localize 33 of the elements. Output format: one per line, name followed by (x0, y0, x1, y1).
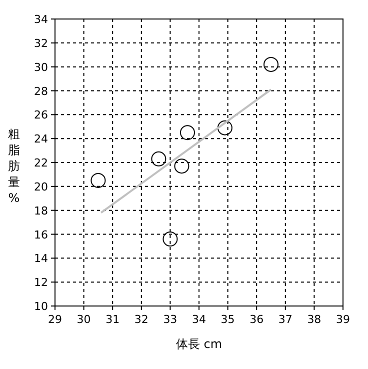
y-tick-label: 14 (34, 252, 48, 266)
y-tick-label: 22 (34, 156, 48, 170)
x-tick-label: 37 (278, 313, 292, 326)
x-tick-label: 36 (250, 313, 264, 326)
point (174, 158, 190, 174)
x-tick-label: 33 (163, 313, 178, 326)
y-tick-label: 16 (34, 228, 48, 242)
y-tick-label: 32 (34, 36, 48, 50)
point (264, 56, 278, 72)
y-tick-label: 10 (34, 300, 48, 313)
y-tick-label: 20 (34, 180, 48, 194)
y-axis-title: 粗脂肪量% (8, 127, 20, 205)
y-tick-label: 26 (34, 108, 48, 122)
x-tick-label: 29 (48, 313, 62, 326)
x-tick-label: 34 (192, 313, 206, 326)
x-tick-label: 30 (76, 313, 91, 326)
y-tick-label: 30 (34, 60, 48, 74)
y-tick-label: 12 (34, 276, 48, 290)
x-tick-label: 35 (220, 313, 235, 326)
x-tick-label: 38 (307, 313, 322, 326)
x-tick-label: 32 (134, 313, 148, 326)
x-tick-label: 39 (336, 313, 350, 326)
x-axis-title: 体長 cm (176, 337, 222, 351)
point (180, 125, 195, 140)
point (217, 120, 232, 136)
y-tick-label: 18 (34, 204, 48, 218)
point (151, 151, 166, 166)
point (162, 232, 178, 247)
y-tick-label: 34 (34, 13, 48, 26)
y-tick-label: 24 (34, 132, 48, 146)
y-tick-label: 28 (34, 84, 48, 98)
x-tick-label: 31 (106, 313, 120, 326)
point (90, 172, 106, 188)
